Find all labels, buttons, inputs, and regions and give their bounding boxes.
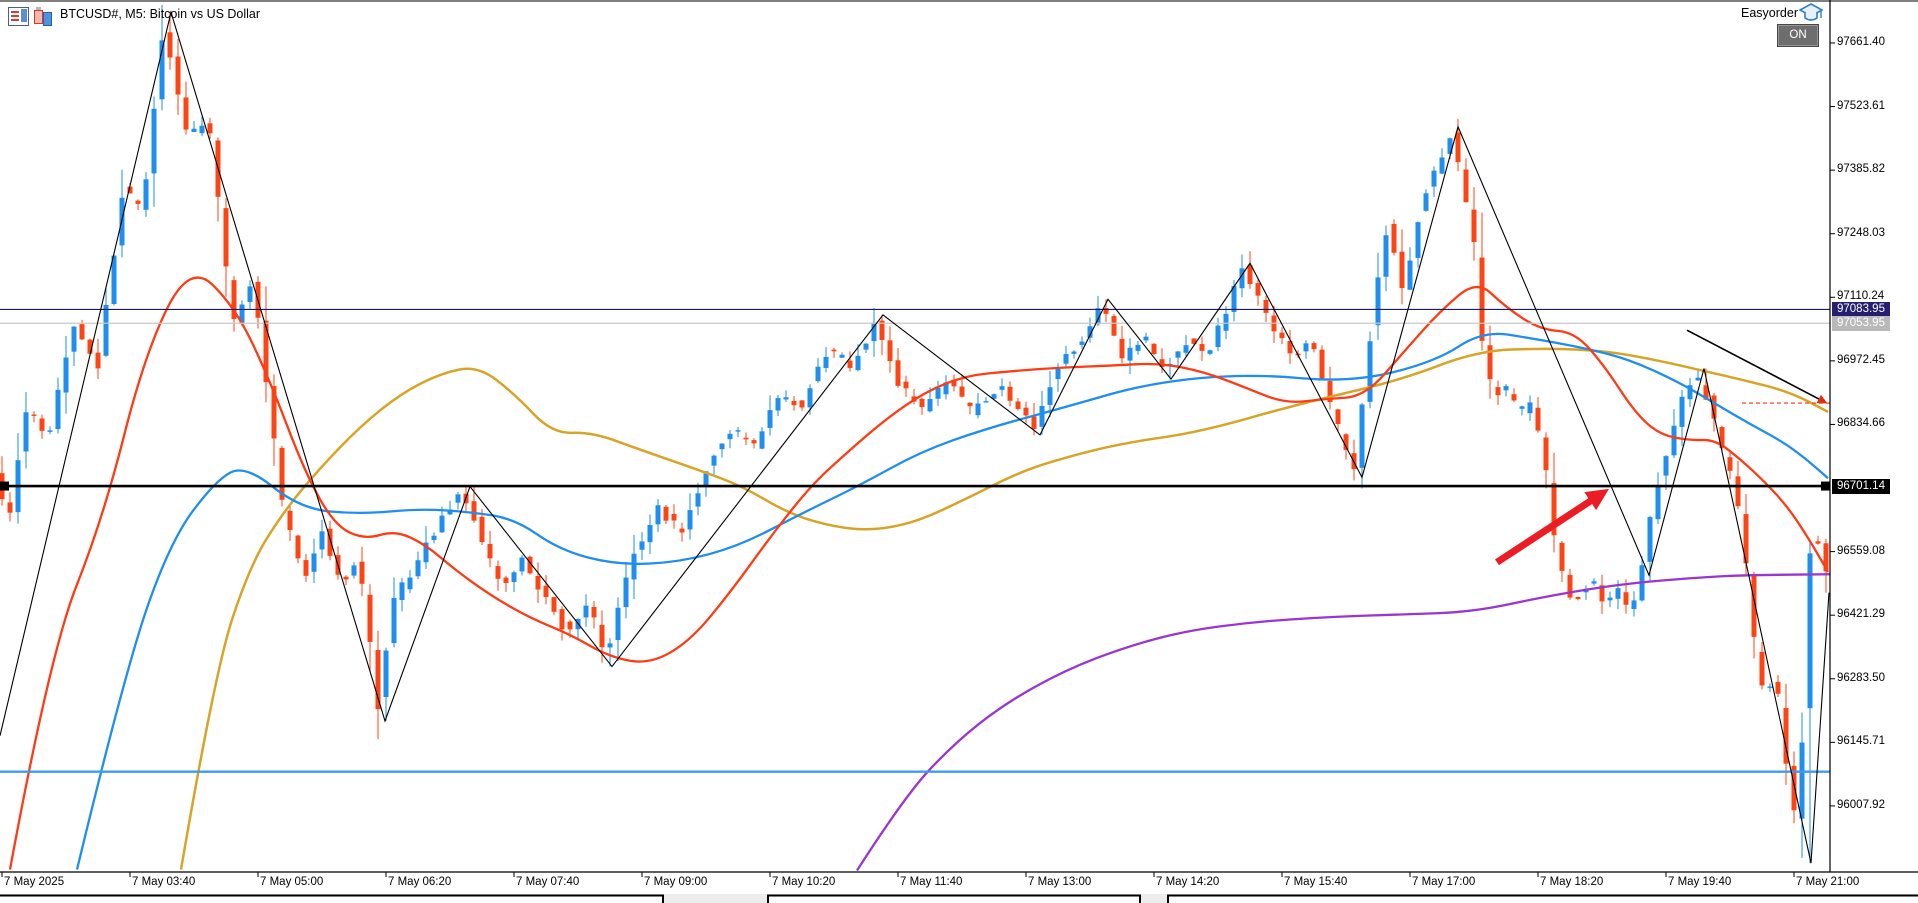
price-level-label: 96701.14 — [1832, 478, 1890, 494]
bottom-window-tab[interactable] — [1167, 894, 1918, 903]
ma-mid-blue — [75, 332, 1829, 870]
graduation-cap-icon[interactable] — [1798, 3, 1824, 23]
time-tick-label: 7 May 2025 — [4, 876, 65, 888]
time-tick-label: 7 May 19:40 — [1668, 876, 1732, 888]
time-tick-label: 7 May 21:00 — [1796, 876, 1860, 888]
chart-title: BTCUSD#, M5: Bitcoin vs US Dollar — [60, 7, 261, 21]
time-tick-label: 7 May 05:00 — [260, 876, 324, 888]
time-tick-label: 7 May 13:00 — [1028, 876, 1092, 888]
ma-slow-purple — [856, 573, 1831, 872]
price-tick-label: 96007.92 — [1837, 798, 1885, 811]
time-tick-label: 7 May 07:40 — [516, 876, 580, 888]
bottom-window-tab[interactable] — [767, 894, 1141, 903]
price-level-label: 97083.95 — [1832, 301, 1890, 317]
price-tick-label: 96972.45 — [1837, 353, 1885, 366]
price-tick-label: 97523.61 — [1837, 99, 1885, 112]
time-tick-label: 7 May 15:40 — [1284, 876, 1348, 888]
red-arrow-annotation[interactable] — [1495, 496, 1595, 566]
easyorder-label: Easyorder — [1741, 6, 1798, 20]
quote-panel-icon-bar — [21, 9, 27, 22]
price-tick-label: 96421.29 — [1837, 608, 1885, 621]
time-tick-label: 7 May 14:20 — [1156, 876, 1220, 888]
bottom-window-tab[interactable] — [0, 894, 664, 903]
ma-fast-red — [8, 276, 1829, 870]
zigzag-indicator — [0, 10, 1830, 864]
hline-handle[interactable] — [1821, 481, 1830, 491]
price-tick-label: 97110.24 — [1837, 290, 1885, 303]
time-tick-label: 7 May 10:20 — [772, 876, 836, 888]
price-tick-label: 96834.66 — [1837, 417, 1885, 430]
price-tick-label: 96559.08 — [1837, 544, 1885, 557]
time-tick-label: 7 May 11:40 — [900, 876, 963, 888]
ma-slow-gold — [179, 347, 1829, 870]
hline-handle[interactable] — [0, 481, 9, 491]
price-tick-label: 97661.40 — [1837, 35, 1885, 48]
trendline[interactable] — [1686, 329, 1825, 403]
price-tick-label: 96283.50 — [1837, 671, 1885, 684]
candles — [0, 4, 1829, 864]
trendline-arrowhead — [1816, 394, 1828, 404]
red-arrow-annotation-head — [1584, 488, 1609, 511]
price-tick-label: 97385.82 — [1837, 163, 1885, 176]
time-tick-label: 7 May 06:20 — [388, 876, 452, 888]
quote-panel-icon[interactable] — [8, 7, 29, 26]
time-tick-label: 7 May 18:20 — [1540, 876, 1604, 888]
time-tick-label: 7 May 03:40 — [132, 876, 196, 888]
price-tick-label: 97248.03 — [1837, 226, 1885, 239]
candlestick-chart-icon[interactable] — [33, 6, 53, 26]
time-tick-label: 7 May 09:00 — [644, 876, 708, 888]
price-level-label: 97053.95 — [1832, 315, 1890, 331]
time-tick-label: 7 May 17:00 — [1412, 876, 1476, 888]
easyorder-on-button[interactable]: ON — [1777, 24, 1819, 47]
price-tick-label: 96145.71 — [1837, 735, 1885, 748]
